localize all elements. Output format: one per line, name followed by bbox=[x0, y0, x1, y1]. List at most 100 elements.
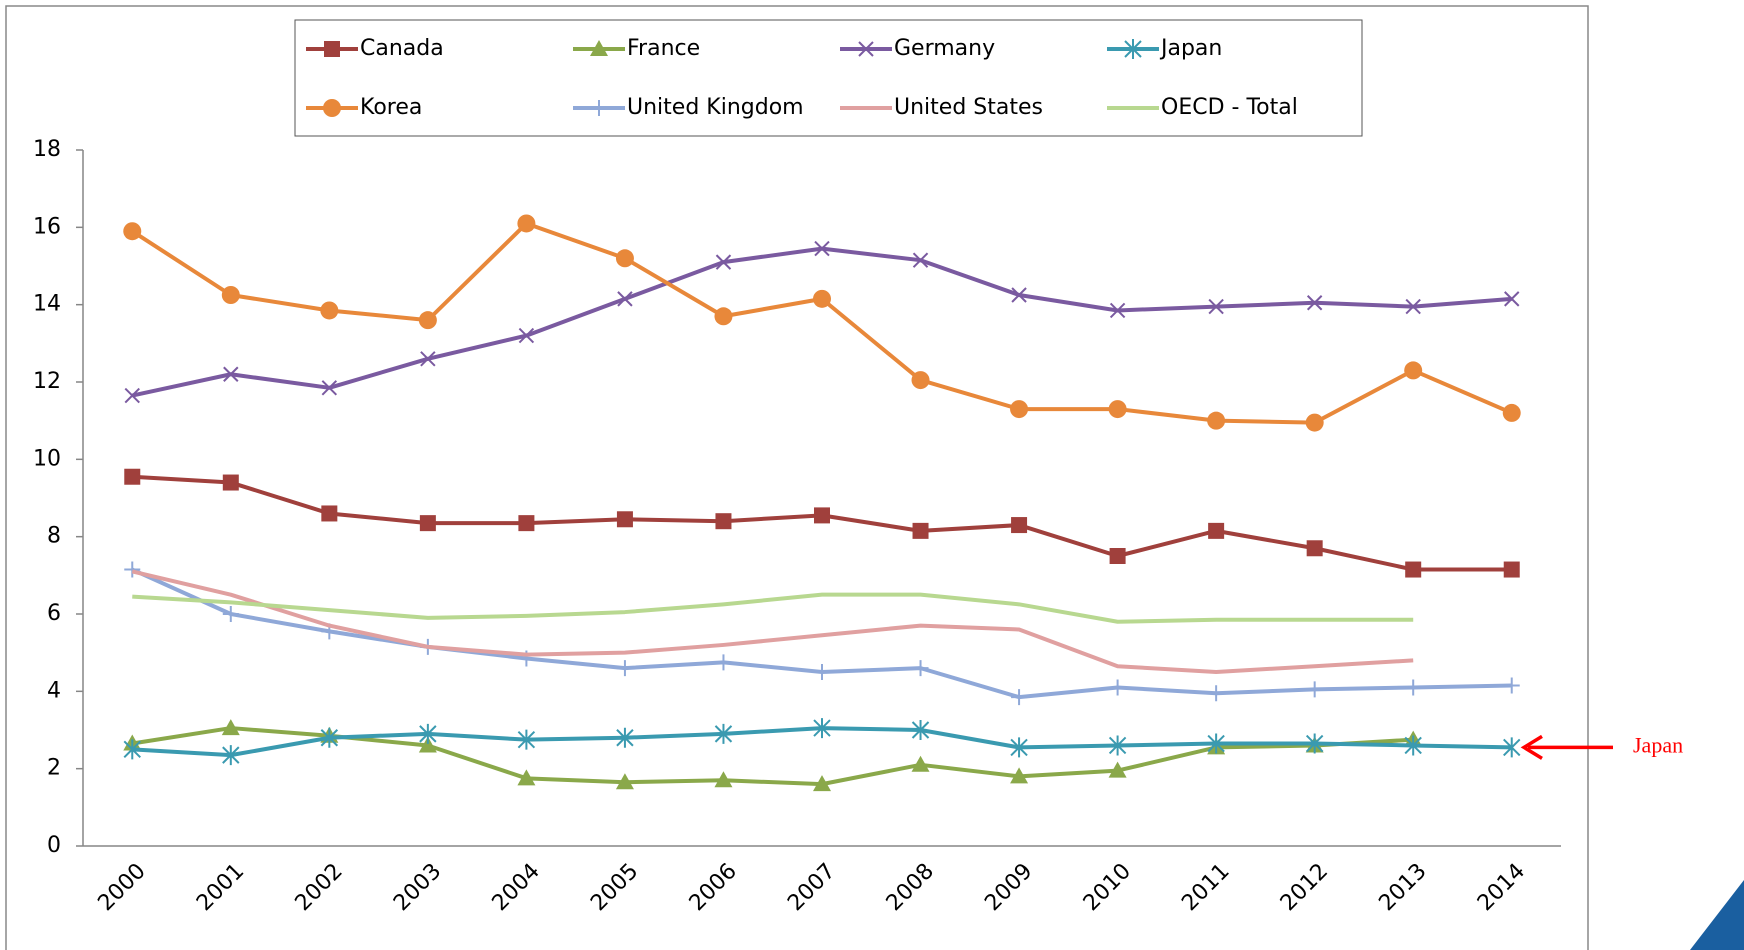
marker bbox=[912, 252, 929, 268]
legend-label: OECD - Total bbox=[1161, 95, 1298, 120]
marker bbox=[813, 289, 831, 308]
marker bbox=[1305, 733, 1324, 754]
marker bbox=[320, 301, 339, 320]
marker bbox=[1306, 681, 1323, 698]
legend-label: Korea bbox=[360, 95, 422, 120]
x-tick-label: 2003 bbox=[389, 859, 446, 916]
marker bbox=[911, 755, 930, 772]
series-line bbox=[131, 221, 1513, 425]
x-tick-label: 2009 bbox=[980, 859, 1037, 916]
marker bbox=[223, 366, 239, 382]
x-tick-label: 2013 bbox=[1374, 859, 1431, 916]
marker bbox=[616, 511, 633, 528]
annotation-label: Japan bbox=[1633, 732, 1683, 757]
marker bbox=[714, 307, 733, 326]
marker bbox=[1306, 295, 1323, 311]
marker bbox=[1208, 685, 1225, 702]
marker bbox=[1109, 679, 1126, 696]
x-tick-label: 2014 bbox=[1473, 859, 1530, 916]
marker bbox=[912, 522, 929, 539]
marker bbox=[1502, 403, 1521, 422]
marker bbox=[1504, 291, 1520, 307]
y-tick-label: 14 bbox=[33, 292, 61, 317]
marker bbox=[617, 291, 633, 307]
marker bbox=[517, 769, 536, 786]
marker bbox=[420, 351, 436, 367]
y-tick-label: 2 bbox=[47, 756, 61, 781]
y-tick-label: 4 bbox=[47, 678, 61, 703]
marker bbox=[590, 40, 608, 56]
y-tick-label: 10 bbox=[33, 446, 61, 471]
marker bbox=[123, 739, 141, 760]
marker bbox=[715, 254, 732, 270]
marker bbox=[222, 606, 239, 622]
marker bbox=[813, 775, 831, 792]
y-tick-label: 8 bbox=[47, 524, 61, 549]
x-tick-label: 2002 bbox=[291, 859, 348, 916]
marker bbox=[591, 100, 607, 116]
series-line bbox=[131, 246, 1512, 398]
marker bbox=[1207, 733, 1225, 754]
marker bbox=[324, 41, 340, 57]
marker bbox=[1010, 767, 1029, 784]
marker bbox=[1108, 735, 1127, 756]
marker bbox=[124, 468, 141, 485]
y-tick-label: 12 bbox=[33, 369, 61, 394]
legend-label: United States bbox=[894, 95, 1043, 120]
marker bbox=[1011, 517, 1028, 534]
marker bbox=[615, 249, 634, 268]
marker bbox=[321, 380, 338, 396]
marker bbox=[518, 327, 535, 344]
marker bbox=[1405, 561, 1422, 578]
marker bbox=[911, 720, 930, 740]
marker bbox=[517, 729, 536, 750]
marker bbox=[715, 654, 732, 671]
marker bbox=[1503, 677, 1520, 694]
marker bbox=[615, 773, 634, 790]
marker bbox=[814, 240, 830, 257]
x-tick-label: 2012 bbox=[1276, 859, 1333, 916]
marker bbox=[715, 513, 732, 530]
legend-label: France bbox=[627, 36, 700, 61]
marker bbox=[1109, 302, 1126, 319]
marker bbox=[814, 507, 830, 524]
marker bbox=[222, 474, 239, 491]
annotation-arrowhead bbox=[1520, 734, 1543, 760]
marker bbox=[1404, 735, 1422, 756]
corner-decoration bbox=[1690, 880, 1744, 950]
marker bbox=[1109, 548, 1126, 564]
marker bbox=[912, 660, 929, 677]
x-tick-label: 2001 bbox=[192, 859, 249, 916]
x-tick-label: 2007 bbox=[783, 859, 840, 916]
marker bbox=[616, 660, 633, 677]
marker bbox=[858, 41, 874, 57]
legend-label: Japan bbox=[1159, 36, 1222, 61]
marker bbox=[1011, 689, 1028, 706]
marker bbox=[1011, 287, 1027, 303]
x-tick-label: 2008 bbox=[882, 859, 939, 916]
marker bbox=[1207, 411, 1226, 430]
legend-label: United Kingdom bbox=[627, 95, 804, 120]
legend-label: Germany bbox=[894, 36, 995, 61]
series-line bbox=[132, 592, 1414, 624]
marker bbox=[124, 387, 140, 404]
x-tick-label: 2006 bbox=[685, 859, 742, 916]
marker bbox=[321, 505, 338, 522]
marker bbox=[1108, 761, 1127, 778]
marker bbox=[221, 286, 240, 304]
marker bbox=[123, 222, 142, 241]
marker bbox=[616, 727, 634, 748]
marker bbox=[1503, 561, 1520, 578]
marker bbox=[419, 723, 437, 744]
marker bbox=[1124, 39, 1142, 59]
series-line bbox=[131, 569, 1414, 674]
marker bbox=[323, 99, 341, 117]
marker bbox=[419, 515, 436, 532]
x-tick-label: 2004 bbox=[488, 859, 545, 916]
marker bbox=[814, 664, 830, 680]
chart-border bbox=[5, 5, 1589, 950]
x-tick-label: 2005 bbox=[586, 859, 643, 916]
marker bbox=[320, 727, 339, 748]
